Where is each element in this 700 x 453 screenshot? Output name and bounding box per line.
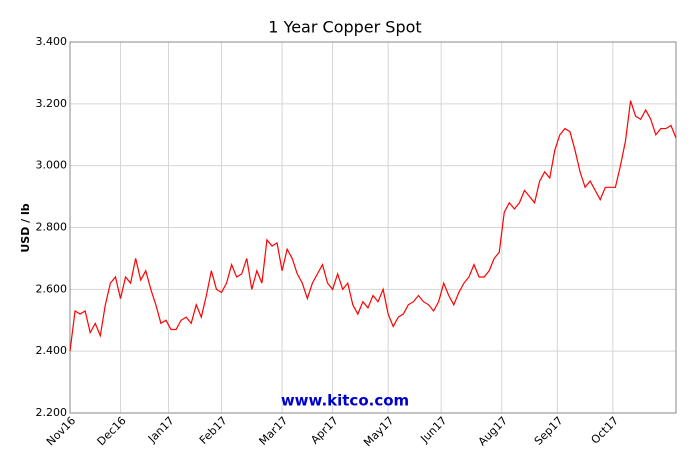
plot-border (69, 41, 677, 414)
chart-title: 1 Year Copper Spot (268, 18, 421, 37)
watermark: www.kitco.com (281, 392, 409, 410)
x-tick-label: Apr17 (308, 414, 341, 447)
y-tick-label: 3.000 (36, 159, 68, 172)
x-tick-label: May17 (361, 414, 396, 449)
x-tick-label: Jun17 (417, 414, 449, 446)
x-tick-label: Feb17 (197, 414, 230, 447)
y-tick-label: 2.400 (36, 344, 68, 357)
price-line (69, 100, 677, 352)
x-tick-label: Dec16 (95, 414, 129, 448)
y-tick-label: 3.200 (36, 97, 68, 110)
y-tick-label: 2.800 (36, 221, 68, 234)
x-tick-label: Aug17 (476, 414, 510, 448)
x-tick-label: Sep17 (532, 414, 566, 448)
y-axis-label: USD / lb (19, 203, 32, 252)
x-tick-label: Mar17 (257, 414, 291, 448)
x-tick-label: Oct17 (589, 414, 622, 447)
x-tick-label: Nov16 (44, 414, 78, 448)
y-tick-label: 2.600 (36, 282, 68, 295)
y-tick-label: 3.400 (36, 35, 68, 48)
x-tick-label: Jan17 (145, 414, 177, 446)
y-tick-label: 2.200 (36, 406, 68, 419)
